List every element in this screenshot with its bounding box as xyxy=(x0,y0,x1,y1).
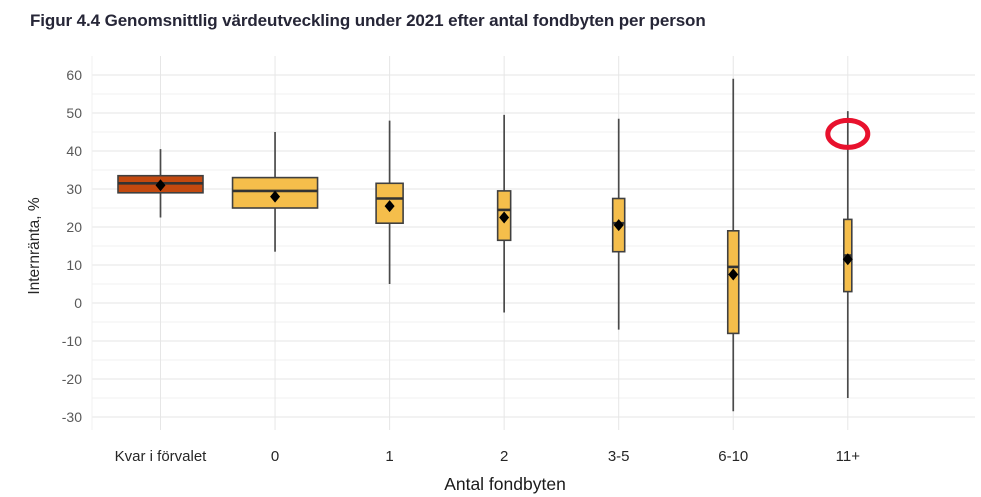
y-axis-title: Internränta, % xyxy=(26,197,43,295)
y-tick-label: 0 xyxy=(74,295,82,311)
x-tick-label: 0 xyxy=(271,448,279,465)
mean-diamond-icon xyxy=(155,179,166,192)
y-tick-label: -30 xyxy=(62,409,82,425)
y-tick-label: 50 xyxy=(66,105,82,121)
mean-diamond-icon xyxy=(728,268,739,281)
y-tick-label: 30 xyxy=(66,181,82,197)
x-tick-label: Kvar i förvalet xyxy=(115,448,208,465)
x-tick-label: 11+ xyxy=(836,448,861,465)
figure-title: Figur 4.4 Genomsnittlig värdeutveckling … xyxy=(30,11,706,30)
mean-diamond-icon xyxy=(384,200,395,213)
x-tick-label: 6-10 xyxy=(718,448,748,465)
x-tick-label: 2 xyxy=(500,448,508,465)
box xyxy=(726,230,740,335)
y-tick-label: 10 xyxy=(66,257,82,273)
mean-diamond-icon xyxy=(842,253,853,266)
y-tick-label: 60 xyxy=(66,67,82,83)
x-tick-label: 3-5 xyxy=(608,448,630,465)
x-tick-label: 1 xyxy=(385,448,393,465)
x-axis-title: Antal fondbyten xyxy=(444,474,566,494)
y-tick-label: 40 xyxy=(66,143,82,159)
mean-diamond-icon xyxy=(499,211,510,224)
y-tick-label: -20 xyxy=(62,371,82,387)
mean-diamond-icon xyxy=(270,190,281,203)
red-circle-annotation xyxy=(825,117,871,150)
y-tick-label: -10 xyxy=(62,333,82,349)
mean-diamond-icon xyxy=(613,219,624,232)
y-tick-label: 20 xyxy=(66,219,82,235)
